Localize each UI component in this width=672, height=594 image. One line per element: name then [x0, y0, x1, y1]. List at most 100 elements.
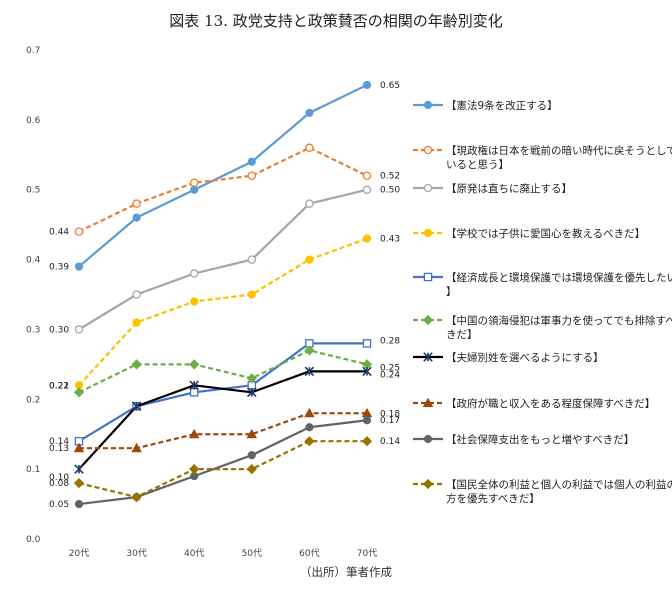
- series-2: [74, 143, 372, 236]
- data-point: [189, 359, 200, 370]
- data-point: [305, 423, 314, 432]
- data-label-end: 0.52: [380, 172, 400, 182]
- data-label-end: 0.18: [380, 409, 400, 419]
- data-point: [246, 464, 257, 475]
- series-line: [78, 440, 367, 499]
- data-point: [305, 255, 314, 264]
- y-tick-label: 0.4: [26, 256, 41, 266]
- legend-entry: 【現政権は日本を戦前の暗い時代に戻そうとしていると思う】: [413, 144, 672, 171]
- y-tick-label: 0.6: [26, 116, 41, 126]
- data-point: [362, 339, 372, 348]
- data-label-start: 0.22: [49, 381, 69, 391]
- y-tick-label: 0.1: [26, 465, 40, 475]
- data-point: [361, 436, 373, 447]
- legend-entry: 【経済成長と環境保護では環境保護を優先したい】: [413, 271, 672, 298]
- legend-label: 【憲法9条を改正する】: [446, 99, 558, 112]
- data-point: [423, 145, 433, 155]
- data-label-start: 0.05: [49, 500, 69, 510]
- data-point: [73, 478, 85, 489]
- series-line: [78, 146, 368, 233]
- series-line: [78, 419, 368, 506]
- data-point: [423, 352, 433, 362]
- data-label-end: 0.25: [380, 363, 400, 373]
- data-point: [305, 143, 314, 153]
- data-label-end: 0.14: [380, 437, 400, 447]
- data-point: [246, 428, 258, 439]
- y-tick-label: 0.5: [26, 186, 40, 196]
- data-point: [74, 227, 84, 236]
- data-label-start: 0.14: [49, 437, 69, 447]
- legend-label: 【現政権は日本を戦前の暗い時代に戻そうとしていると思う】: [446, 144, 672, 171]
- series-3: [74, 185, 372, 334]
- series-line: [78, 188, 368, 331]
- data-point: [132, 199, 141, 208]
- data-point: [189, 464, 200, 475]
- data-label-start: 0.39: [49, 263, 69, 273]
- legend-label: 【中国の領海侵犯は軍事力を使ってでも排除すべきだ】: [446, 314, 672, 341]
- data-point: [304, 407, 315, 418]
- series-7: [74, 366, 372, 474]
- data-label-start: 0.10: [49, 473, 69, 483]
- legend-entry: 【中国の領海侵犯は軍事力を使ってでも排除すべきだ】: [413, 314, 672, 341]
- data-point: [131, 359, 142, 370]
- data-point: [362, 416, 372, 425]
- x-tick-label: 20代: [69, 548, 89, 559]
- y-axis: 0.0 0.1 0.2 0.3 0.4 0.5 0.6 0.7: [26, 46, 41, 545]
- y-tick-label: 0.2: [26, 395, 40, 405]
- data-point: [304, 345, 315, 356]
- series-line: [78, 83, 368, 268]
- data-point: [247, 157, 256, 166]
- data-point: [74, 325, 84, 334]
- legend-label: 【原発は直ちに廃止する】: [446, 182, 572, 195]
- data-point: [132, 213, 141, 222]
- data-point: [422, 314, 434, 326]
- legend-label: 【国民全体の利益と個人の利益では個人の利益の方を優先すべきだ】: [446, 478, 672, 505]
- source-note: （出所）筆者作成: [300, 565, 392, 579]
- data-point: [247, 451, 256, 460]
- series-line: [78, 370, 367, 470]
- legend-entry: 【政府が職と収入をある程度保障すべきだ】: [413, 397, 655, 410]
- data-point: [305, 199, 314, 208]
- legend-entry: 【学校では子供に愛国心を教えるべきだ】: [413, 227, 645, 240]
- data-point: [304, 366, 315, 377]
- data-point: [131, 491, 142, 503]
- data-point: [247, 290, 256, 299]
- data-label-end: 0.43: [380, 235, 400, 245]
- legend-entry: 【夫婦別姓を選べるようにする】: [413, 351, 604, 364]
- legend-entry: 【原発は直ちに廃止する】: [413, 182, 572, 195]
- legend-entry: 【国民全体の利益と個人の利益では個人の利益の方を優先すべきだ】: [413, 478, 672, 505]
- data-point: [422, 478, 434, 490]
- series-4: [74, 234, 372, 390]
- data-label-end: 0.28: [380, 336, 400, 346]
- data-labels: 0.39 0.65 0.44 0.52 0.30 0.50 0.22 0.43 0.14 0.28…: [49, 81, 400, 510]
- data-point: [73, 387, 85, 398]
- data-point: [423, 100, 433, 110]
- data-point: [132, 290, 141, 299]
- data-point: [423, 272, 433, 282]
- x-tick-label: 50代: [242, 548, 262, 559]
- data-point: [74, 464, 84, 474]
- data-label-start: 0.21: [49, 381, 69, 391]
- data-point: [423, 434, 433, 444]
- legend-label: 【経済成長と環境保護では環境保護を優先したい】: [446, 271, 672, 298]
- data-point: [247, 387, 257, 398]
- data-label-start: 0.13: [49, 444, 69, 454]
- data-label-start: 0.08: [49, 479, 69, 489]
- data-point: [73, 442, 85, 453]
- data-point: [246, 373, 257, 384]
- data-point: [74, 262, 84, 271]
- data-point: [190, 185, 199, 194]
- data-point: [188, 428, 200, 439]
- x-tick-label: 60代: [299, 548, 319, 559]
- series-10: [73, 436, 373, 503]
- y-tick-label: 0.0: [26, 535, 41, 545]
- data-point: [422, 397, 434, 408]
- data-label-start: 0.30: [49, 325, 69, 335]
- legend-label: 【夫婦別姓を選べるようにする】: [446, 351, 604, 364]
- data-label-start: 0.44: [49, 228, 69, 238]
- data-point: [362, 80, 372, 90]
- series-8: [73, 407, 373, 453]
- series-line: [78, 237, 368, 387]
- plot-area: [73, 80, 373, 509]
